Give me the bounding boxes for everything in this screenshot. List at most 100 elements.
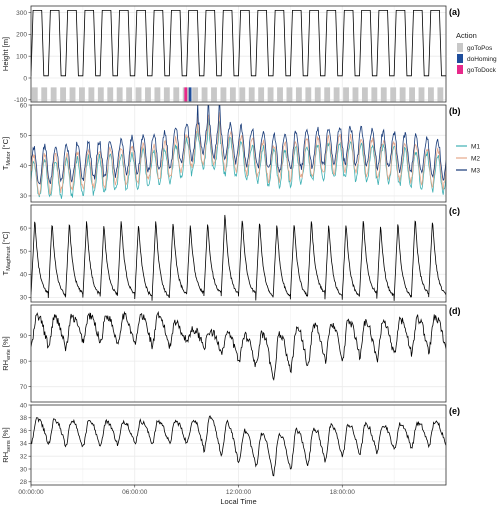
action-bar-goToPos	[352, 87, 359, 102]
action-bar-goToPos	[173, 87, 180, 102]
plot-area-d	[31, 310, 446, 381]
y-tick-label: 300	[16, 10, 27, 17]
panel-c: 30 40 50 60 TMagthrust [°C] (c)	[1, 204, 460, 303]
y-tick-label: 70	[20, 384, 28, 391]
action-bar-goToPos	[267, 87, 274, 102]
panel-label-d: (d)	[449, 306, 461, 316]
y-tick-label: 80	[20, 358, 28, 365]
action-bar-goToPos	[295, 87, 302, 102]
action-bar-goToPos	[97, 87, 104, 102]
y-tick-label: 90	[20, 333, 28, 340]
series-RH_ente	[31, 310, 446, 381]
action-bar-goToPos	[41, 87, 48, 102]
y-tick-label: 50	[20, 248, 28, 255]
action-bar-goToPos	[324, 87, 331, 102]
y-tick-label: 100	[16, 53, 27, 60]
action-bar-goToPos	[154, 87, 161, 102]
y-tick-label: 40	[20, 163, 28, 170]
height-line	[31, 9, 446, 77]
y-tick-label: -100	[14, 97, 27, 104]
legend-title: Action	[456, 31, 477, 40]
panel-frame-b	[30, 104, 447, 203]
y-axis-label-a: Height [m]	[1, 37, 10, 71]
x-axis-label: Local Time	[220, 497, 256, 506]
action-bar-goToPos	[361, 87, 368, 102]
action-bar-goToPos	[239, 87, 246, 102]
action-bar-goToPos	[437, 87, 444, 102]
y-tick-label: 28	[20, 479, 28, 486]
legend-swatch-goToPos	[457, 43, 463, 52]
panel-label-c: (c)	[449, 206, 460, 216]
action-bar-goToPos	[31, 87, 38, 102]
y-tick-label: 0	[23, 75, 27, 82]
y-axis-label-unit: [%]	[1, 427, 10, 440]
action-bar-goToPos	[79, 87, 85, 102]
y-axis-label-c: TMagthrust [°C]	[1, 232, 12, 276]
series-M3	[31, 105, 446, 185]
action-bar-goToPos	[116, 87, 123, 102]
y-axis-label-sub: sens	[6, 440, 12, 452]
action-bar-goToPos	[409, 87, 415, 102]
legend-actions: Action goToPos doHoming goToDock	[456, 31, 497, 74]
legend-label-doHoming: doHoming	[467, 56, 497, 63]
x-tick-label: 12:00:00	[226, 489, 252, 496]
action-bar-goToPos	[380, 87, 387, 102]
action-bar-goToPos	[135, 87, 142, 102]
y-tick-label: 34	[20, 441, 28, 448]
plot-area-e	[31, 415, 446, 477]
y-tick-label: 30	[20, 295, 28, 302]
y-axis-label-unit: [%]	[1, 336, 10, 349]
y-axis-label-main: T	[1, 270, 10, 275]
y-tick-label: 30	[20, 193, 28, 200]
action-bar-goToDock	[184, 87, 188, 102]
action-bar-goToPos	[248, 87, 255, 102]
action-bar-goToPos	[371, 87, 378, 102]
x-tick-label: 18:00:00	[330, 489, 356, 496]
panel-label-e: (e)	[449, 406, 460, 416]
action-bar-goToPos	[286, 87, 293, 102]
action-bar-goToPos	[192, 87, 199, 102]
y-tick-label: 40	[20, 402, 28, 409]
y-axis-label-main: RH	[1, 452, 10, 463]
series-M2	[31, 112, 446, 197]
grid-e	[30, 404, 447, 485]
action-bar-goToPos	[60, 87, 67, 102]
panel-a: -100 0 100 200 300 Height [m] (a)	[1, 5, 460, 104]
y-tick-label: 38	[20, 415, 28, 422]
y-axis-label-d: RHente [%]	[1, 336, 12, 370]
action-bar-goToPos	[211, 87, 217, 102]
y-axis-label-sub: ente	[6, 349, 12, 360]
x-tick-label: 06:00:00	[122, 489, 148, 496]
panel-b: 30 40 50 60 TMotor [°C] (b)	[1, 102, 461, 203]
y-tick-label: 60	[20, 225, 28, 232]
y-tick-label: 40	[20, 272, 28, 279]
legend-label-goToPos: goToPos	[467, 45, 493, 52]
y-axis-label-b: TMotor [°C]	[1, 137, 12, 170]
action-bar-goToPos	[333, 87, 340, 102]
action-bar-goToPos	[277, 87, 283, 102]
action-bar-goToPos	[390, 87, 397, 102]
panel-frame-d	[30, 304, 447, 403]
y-tick-label: 60	[20, 102, 28, 109]
plot-area-a	[31, 9, 446, 102]
y-axis-label-main: T	[1, 165, 10, 170]
panel-frame-c	[30, 204, 447, 303]
action-bar-goToPos	[428, 87, 434, 102]
y-axis-label-e: RHsens [%]	[1, 427, 12, 462]
y-tick-label: 36	[20, 428, 28, 435]
action-bar-doHoming	[188, 87, 192, 102]
panel-d: 70 80 90 RHente [%] (d)	[1, 304, 461, 403]
series-T_Magthrust	[31, 214, 446, 301]
action-bar-goToPos	[50, 87, 57, 102]
action-bar-goToPos	[88, 87, 95, 102]
y-axis-label-unit: [°C]	[1, 232, 10, 247]
action-bar-goToPos	[163, 87, 170, 102]
grid-c	[30, 205, 447, 302]
y-tick-label: 32	[20, 454, 28, 461]
action-bar-goToPos	[305, 87, 312, 102]
action-bar-goToPos	[229, 87, 236, 102]
action-bar-goToPos	[220, 87, 227, 102]
action-bar-goToPos	[126, 87, 133, 102]
action-bar-goToPos	[418, 87, 425, 102]
